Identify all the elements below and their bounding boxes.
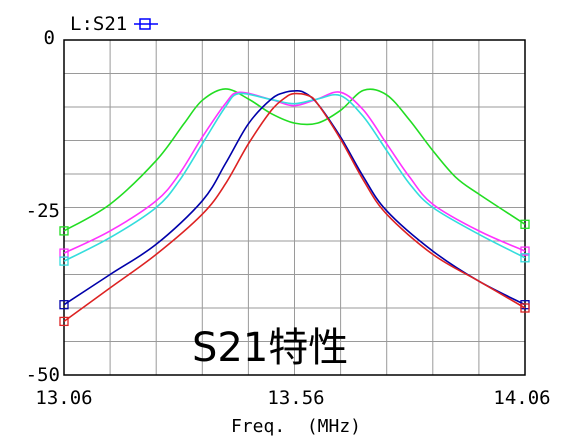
series-line-1 bbox=[63, 88, 526, 232]
series-4-end-marker-left bbox=[59, 300, 69, 310]
legend: L:S21 bbox=[70, 13, 158, 35]
x-tick-label: 14.06 bbox=[493, 387, 550, 409]
series-5-end-marker-right bbox=[520, 303, 530, 313]
chart-annotation: S21特性 bbox=[192, 325, 348, 371]
y-tick-label: -25 bbox=[26, 200, 60, 222]
y-tick-label: 0 bbox=[44, 27, 55, 49]
series-3-end-marker-left bbox=[59, 256, 69, 266]
x-ticks: 13.06 13.56 14.06 bbox=[35, 387, 550, 409]
series-1-end-marker-right bbox=[520, 219, 530, 229]
legend-label: L:S21 bbox=[70, 13, 127, 35]
series-line-3 bbox=[63, 92, 526, 262]
series-1-end-marker-left bbox=[59, 226, 69, 236]
series-5-end-marker-left bbox=[59, 316, 69, 327]
series-2-end-marker-right bbox=[520, 246, 530, 256]
y-tick-label: -50 bbox=[26, 364, 60, 386]
x-tick-label: 13.56 bbox=[267, 387, 324, 409]
x-axis-label: Freq. (MHz) bbox=[231, 416, 361, 437]
x-tick-label: 13.06 bbox=[35, 387, 92, 409]
series-line-5 bbox=[63, 92, 526, 323]
series-group bbox=[59, 88, 530, 327]
y-ticks: 0 -25 -50 bbox=[26, 27, 60, 386]
plot-frame bbox=[63, 39, 526, 376]
series-3-end-marker-right bbox=[520, 253, 530, 263]
series-line-4 bbox=[63, 89, 526, 306]
legend-marker bbox=[139, 18, 151, 30]
series-line-2 bbox=[63, 91, 526, 254]
